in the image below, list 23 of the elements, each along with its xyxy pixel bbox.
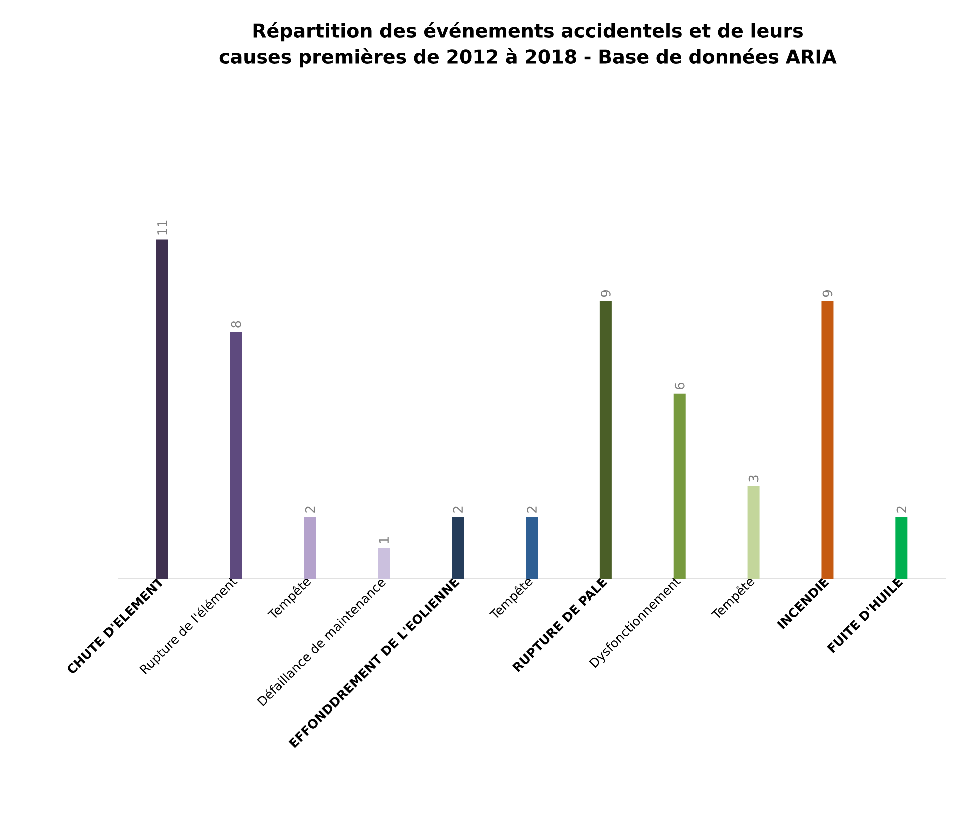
bar <box>304 517 316 579</box>
data-label: 2 <box>453 506 463 513</box>
bar <box>378 548 390 579</box>
data-label: 2 <box>527 506 537 513</box>
data-label: 6 <box>674 382 685 390</box>
bar <box>822 301 834 579</box>
data-label: 2 <box>896 506 906 513</box>
bar <box>896 517 908 579</box>
data-label: 9 <box>822 290 833 298</box>
bar <box>230 332 242 579</box>
data-label: 2 <box>305 506 316 513</box>
bar <box>452 517 464 579</box>
data-label: 1 <box>379 538 389 544</box>
bar <box>600 301 612 579</box>
bar <box>674 394 686 579</box>
bar <box>748 486 760 579</box>
bar <box>156 240 168 579</box>
data-label: 8 <box>231 321 242 328</box>
bar <box>526 517 538 579</box>
data-label: 3 <box>748 476 759 482</box>
chart-title: Répartition des événements accidentels et de leurs causes premières de 2012 à 2018 - Base de données ARIA <box>220 22 837 68</box>
data-label: 11 <box>158 220 168 235</box>
data-label: 9 <box>601 290 611 298</box>
